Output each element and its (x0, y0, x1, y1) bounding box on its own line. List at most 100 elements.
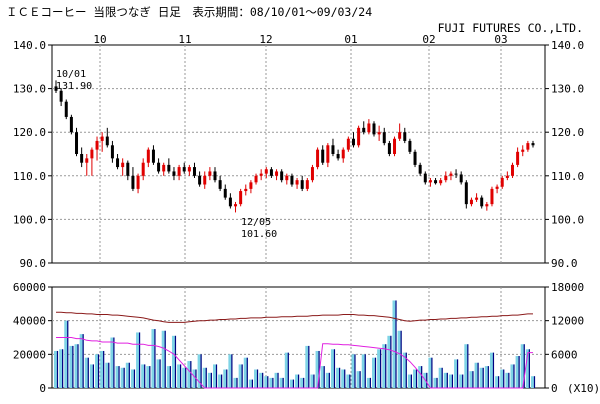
volume-bar (495, 376, 500, 388)
price-y-tick-label: 120.0 (13, 126, 46, 139)
volume-bar (130, 369, 135, 388)
annotation-low-value: 101.60 (241, 229, 277, 240)
volume-bar (120, 367, 125, 388)
volume-bar (79, 334, 84, 388)
volume-y-tick-label: 20000 (13, 348, 46, 361)
volume-bar (218, 374, 223, 388)
candle-body (300, 180, 304, 189)
volume-bar (531, 376, 535, 388)
candle-body (418, 164, 422, 174)
candle-body (434, 180, 438, 184)
volume-bar (438, 367, 443, 388)
volume-bar (341, 369, 346, 388)
x-month-label: 01 (344, 33, 357, 46)
volume-bar (387, 335, 392, 388)
volume-bar (366, 377, 371, 388)
volume-bar (443, 372, 448, 388)
volume-bar (382, 344, 387, 388)
volume-bar (351, 354, 356, 388)
volume-bar (392, 300, 397, 388)
open-interest-line (56, 311, 533, 323)
candle-body (387, 143, 391, 154)
oi-unit-label: (X10) (567, 382, 600, 395)
x-month-label: 02 (422, 33, 435, 46)
candle-body (208, 171, 212, 176)
candle-body (157, 162, 161, 172)
volume-bar (469, 371, 474, 388)
candle-body (80, 154, 84, 163)
volume-bar (289, 379, 294, 388)
volume-bar (315, 350, 320, 388)
candle-body (321, 149, 325, 163)
candle-body (475, 197, 479, 200)
volume-bar (177, 364, 182, 388)
candle-body (146, 149, 150, 163)
volume-bar (125, 362, 130, 388)
candle-body (372, 123, 376, 135)
volume-bar (59, 349, 64, 388)
price-y-tick-label: 130.0 (13, 83, 46, 96)
volume-bar (305, 345, 310, 388)
candle-body (382, 132, 386, 144)
candle-body (254, 175, 258, 183)
candle-body (269, 169, 273, 176)
candle-body (351, 138, 355, 146)
candle-body (280, 171, 284, 181)
volume-bar (156, 359, 161, 388)
candle-body (167, 164, 171, 172)
candle-body (259, 173, 263, 176)
candle-body (490, 188, 494, 205)
volume-bar (202, 367, 207, 388)
volume-bar (402, 352, 407, 388)
oi-y-tick-label: 6000 (551, 348, 578, 361)
candle-body (264, 169, 268, 174)
candle-body (459, 174, 463, 183)
candle-body (290, 175, 294, 185)
candle-body (295, 180, 299, 185)
volume-bar (207, 372, 212, 388)
volume-bar (100, 350, 105, 388)
price-plot-frame (51, 44, 546, 264)
candle-body (285, 175, 289, 181)
candle-body (234, 204, 238, 207)
candle-body (54, 86, 58, 91)
volume-bar (84, 357, 89, 388)
volume-bar (454, 359, 459, 388)
candle-body (110, 145, 114, 159)
volume-bar (136, 332, 141, 388)
candle-body (187, 167, 191, 172)
volume-bar (284, 352, 289, 388)
candle-body (162, 164, 166, 172)
price-y-tick-label: 140.0 (13, 39, 46, 52)
candle-body (218, 180, 222, 189)
volume-bar (187, 361, 192, 388)
volume-bar (356, 371, 361, 388)
volume-y-tick-label: 0 (39, 382, 46, 395)
volume-bar (197, 354, 202, 388)
price-y-tick-label-right: 130.0 (551, 83, 584, 96)
candle-body (505, 175, 509, 178)
candle-body (413, 151, 417, 165)
price-y-tick-label-right: 110.0 (551, 170, 584, 183)
volume-bar (254, 369, 259, 388)
candle-body (510, 164, 514, 176)
candle-body (428, 180, 432, 183)
company-name: FUJI FUTURES CO.,LTD. (438, 21, 583, 35)
price-y-tick-label-right: 140.0 (551, 39, 584, 52)
candle-body (500, 177, 504, 187)
annotation-high-date: 10/01 (56, 69, 86, 80)
volume-bar (310, 374, 315, 388)
candle-body (331, 145, 335, 154)
candle-body (480, 197, 484, 207)
volume-bar (474, 362, 479, 388)
volume-bar (182, 367, 187, 388)
volume-bar (515, 356, 520, 388)
volume-bar (64, 320, 69, 388)
candle-body (469, 199, 473, 205)
volume-bar (243, 357, 248, 388)
candle-body (403, 132, 407, 141)
chart-title: ＩＣＥコーヒー 当限つなぎ 日足 表示期間：08/10/01～09/03/24 (6, 5, 372, 19)
candle-body (326, 145, 330, 163)
